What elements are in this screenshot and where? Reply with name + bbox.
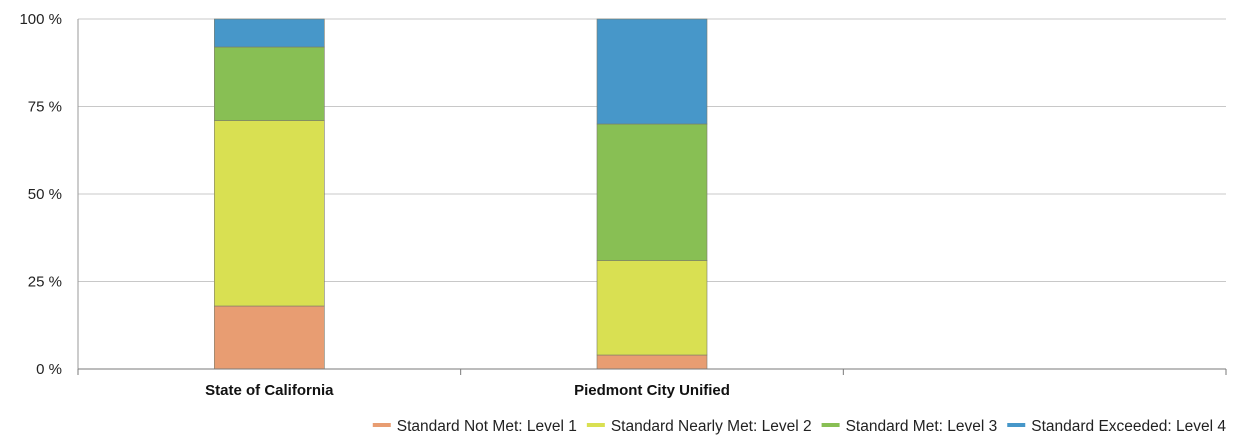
bar-segment (214, 120, 325, 307)
y-axis-ticks: 0 % 25 % 50 % 75 % 100 % (19, 11, 62, 378)
x-axis: State of California Piedmont City Unified (77, 368, 1227, 399)
x-tick-label: Piedmont City Unified (574, 382, 730, 399)
y-tick-label: 0 % (36, 361, 62, 378)
bar-segment (596, 18, 708, 125)
y-tick-label: 50 % (28, 186, 62, 203)
y-tick-label: 75 % (28, 99, 62, 116)
bar-segment (214, 18, 325, 48)
legend-label: Standard Exceeded: Level 4 (1031, 418, 1226, 435)
y-tick-label: 25 % (28, 274, 62, 291)
bar-segment (596, 123, 708, 261)
bar-segment (214, 46, 325, 121)
legend-swatch (1007, 423, 1026, 427)
bar-segment (214, 305, 325, 370)
legend: Standard Not Met: Level 1 Standard Nearly… (372, 418, 1226, 435)
y-tick-label: 100 % (19, 11, 62, 28)
legend-swatch (586, 423, 605, 427)
bar-segment (596, 260, 708, 356)
legend-label: Standard Nearly Met: Level 2 (611, 418, 812, 435)
legend-label: Standard Not Met: Level 1 (397, 418, 577, 435)
bars (214, 18, 708, 370)
x-tick-label: State of California (205, 382, 334, 399)
legend-swatch (372, 423, 391, 427)
legend-swatch (821, 423, 840, 427)
bar-segment (596, 354, 708, 370)
legend-label: Standard Met: Level 3 (846, 418, 998, 435)
